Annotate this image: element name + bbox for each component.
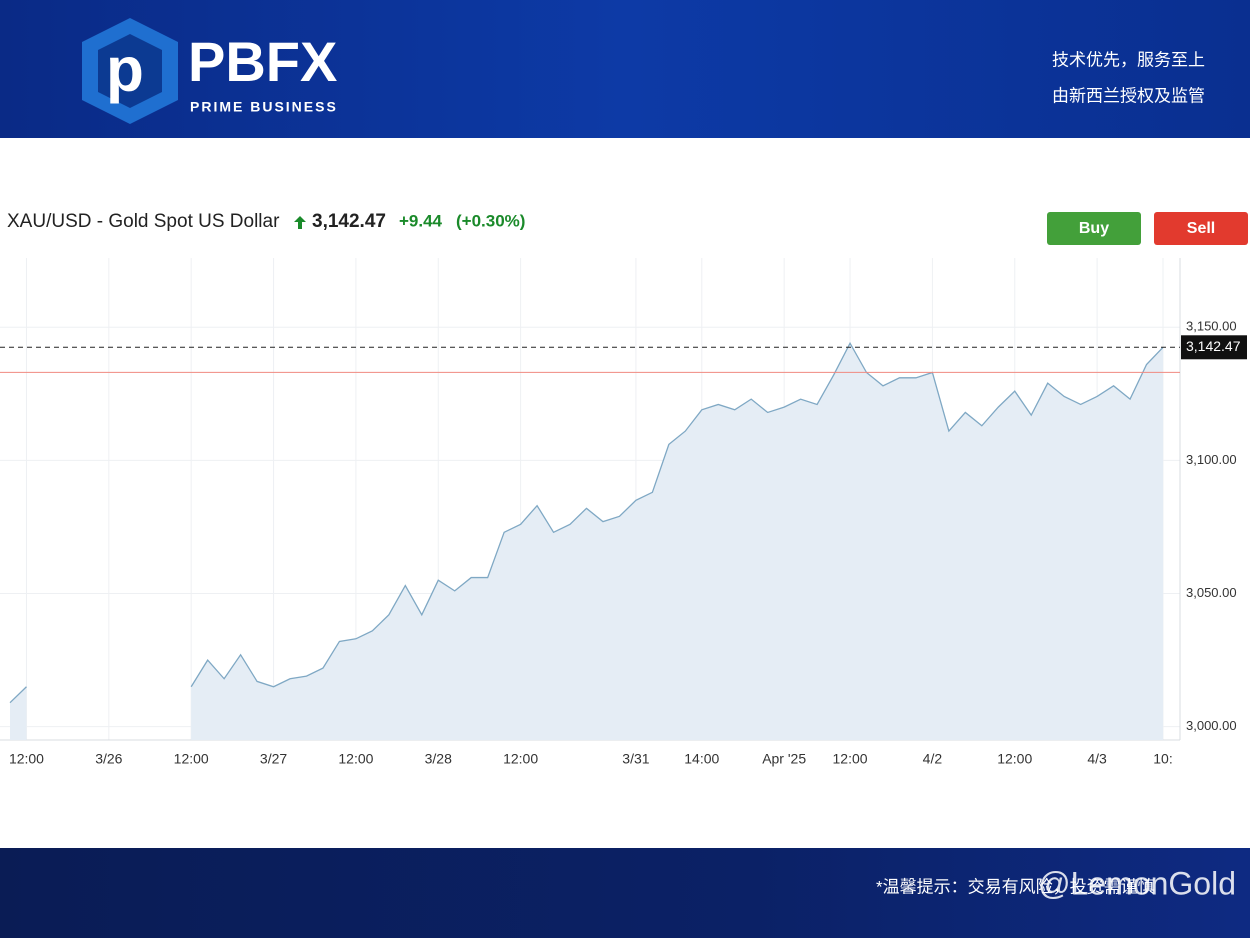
x-tick-label: 3/28 [425, 751, 452, 767]
area [10, 686, 27, 740]
header: p PBFX PRIME BUSINESS 技术优先，服务至上 由新西兰授权及监… [0, 0, 1250, 138]
notice: *温馨提示：交易有风险，投资需谨慎 [876, 877, 1155, 896]
logo-letter: p [106, 35, 144, 104]
last-price-box [1181, 335, 1247, 360]
x-tick-label: 12:00 [503, 751, 538, 767]
brand-sub: PRIME BUSINESS [190, 99, 338, 115]
x-tick-label: 4/3 [1087, 751, 1107, 767]
price: 3,142.47 [312, 211, 386, 232]
x-tick-label: 3/27 [260, 751, 287, 767]
up-arrow [294, 216, 306, 229]
y-tick-label: 3,150.00 [1186, 319, 1237, 334]
header-graphics: p PBFX PRIME BUSINESS 技术优先，服务至上 由新西兰授权及监… [82, 18, 1205, 124]
sell-button[interactable]: Sell [1154, 212, 1248, 245]
logo-inner [98, 34, 162, 108]
change: +9.44 [399, 211, 443, 230]
buy-button[interactable]: Buy [1047, 212, 1141, 245]
y-tick-label: 3,050.00 [1186, 585, 1237, 600]
area [191, 343, 1163, 740]
x-tick-label: 12:00 [338, 751, 373, 767]
footer-graphics: *温馨提示：交易有风险，投资需谨慎 @LemonGold [876, 865, 1236, 901]
footer: *温馨提示：交易有风险，投资需谨慎 @LemonGold [0, 848, 1250, 938]
symbol: XAU/USD - Gold Spot US Dollar [7, 211, 280, 232]
slogan: 由新西兰授权及监管 [1052, 86, 1205, 105]
x-tick-label: Apr '25 [762, 751, 806, 767]
line [190, 341, 1164, 688]
x-tick-label: 14:00 [684, 751, 719, 767]
x-tick-label: 3/26 [95, 751, 122, 767]
x-tick-label: 12:00 [9, 751, 44, 767]
y-tick-label: 3,000.00 [1186, 718, 1237, 733]
change-pct: (+0.30%) [456, 211, 525, 230]
x-tick-label: 12:00 [174, 751, 209, 767]
last-price-label: 3,142.47 [1186, 338, 1241, 354]
x-tick-label: 12:00 [833, 751, 868, 767]
x-tick-label: 3/31 [622, 751, 649, 767]
watermark: @LemonGold [1038, 865, 1236, 901]
x-tick-label: 12:00 [997, 751, 1032, 767]
y-tick-label: 3,100.00 [1186, 452, 1237, 467]
brand: PBFX [188, 30, 337, 93]
slogan: 技术优先，服务至上 [1052, 50, 1205, 69]
x-tick-label: 10: [1153, 751, 1172, 767]
line [9, 686, 27, 704]
x-tick-label: 4/2 [923, 751, 943, 767]
